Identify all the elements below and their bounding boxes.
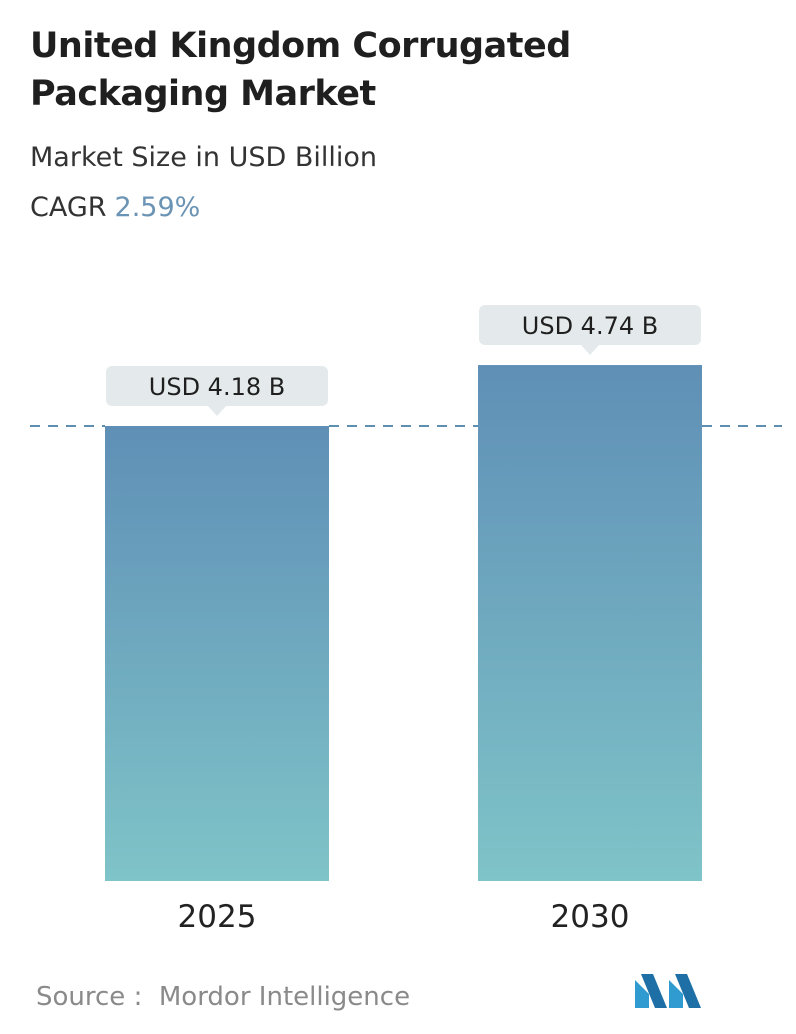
x-tick-label-2030: 2030 <box>551 899 630 935</box>
chart-subtitle: Market Size in USD Billion <box>30 142 378 173</box>
source-line: Source : Mordor Intelligence <box>36 980 410 1014</box>
chart-title: United Kingdom Corrugated Packaging Mark… <box>30 26 571 114</box>
bar-chart: 2025 USD 4.18 B 2030 USD 4.74 B <box>30 305 782 935</box>
mordor-intelligence-logo <box>635 974 701 1008</box>
svg-text:USD 4.18 B: USD 4.18 B <box>149 373 285 401</box>
data-label-2030: USD 4.74 B <box>479 305 701 356</box>
cagr-value: 2.59% <box>114 192 201 223</box>
bar-2025 <box>105 426 329 881</box>
cagr-label: CAGR <box>30 192 107 223</box>
x-tick-label-2025: 2025 <box>178 899 257 935</box>
cagr-line: CAGR 2.59% <box>30 190 200 226</box>
data-label-2025: USD 4.18 B <box>106 366 328 416</box>
bar-2030 <box>478 365 702 881</box>
source-name: Mordor Intelligence <box>158 982 411 1012</box>
source-label: Source : <box>36 982 143 1012</box>
svg-text:USD 4.74 B: USD 4.74 B <box>522 312 658 340</box>
